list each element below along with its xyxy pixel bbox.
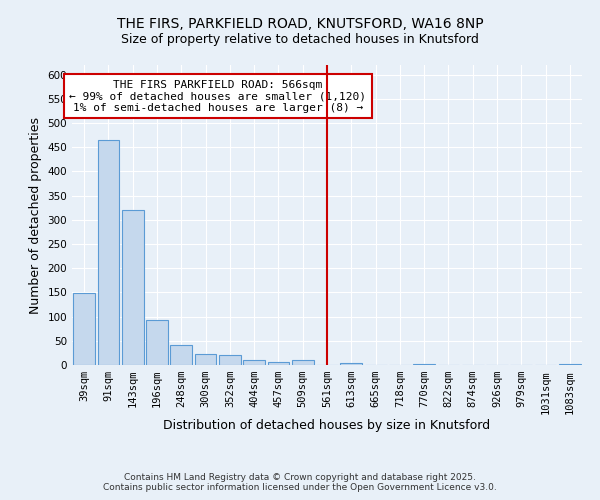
Text: THE FIRS PARKFIELD ROAD: 566sqm
← 99% of detached houses are smaller (1,120)
1% : THE FIRS PARKFIELD ROAD: 566sqm ← 99% of… bbox=[69, 80, 366, 112]
Text: THE FIRS, PARKFIELD ROAD, KNUTSFORD, WA16 8NP: THE FIRS, PARKFIELD ROAD, KNUTSFORD, WA1… bbox=[116, 18, 484, 32]
Bar bbox=[170, 345, 192, 365]
Bar bbox=[559, 364, 581, 365]
Bar bbox=[292, 360, 314, 365]
Bar bbox=[219, 355, 241, 365]
X-axis label: Distribution of detached houses by size in Knutsford: Distribution of detached houses by size … bbox=[163, 419, 491, 432]
Bar bbox=[146, 320, 168, 365]
Bar bbox=[268, 362, 289, 365]
Bar bbox=[413, 364, 435, 365]
Bar bbox=[73, 294, 95, 365]
Text: Size of property relative to detached houses in Knutsford: Size of property relative to detached ho… bbox=[121, 32, 479, 46]
Bar bbox=[243, 360, 265, 365]
Bar bbox=[194, 354, 217, 365]
Bar bbox=[340, 362, 362, 365]
Y-axis label: Number of detached properties: Number of detached properties bbox=[29, 116, 42, 314]
Bar bbox=[122, 210, 143, 365]
Bar bbox=[97, 140, 119, 365]
Text: Contains HM Land Registry data © Crown copyright and database right 2025.
Contai: Contains HM Land Registry data © Crown c… bbox=[103, 473, 497, 492]
